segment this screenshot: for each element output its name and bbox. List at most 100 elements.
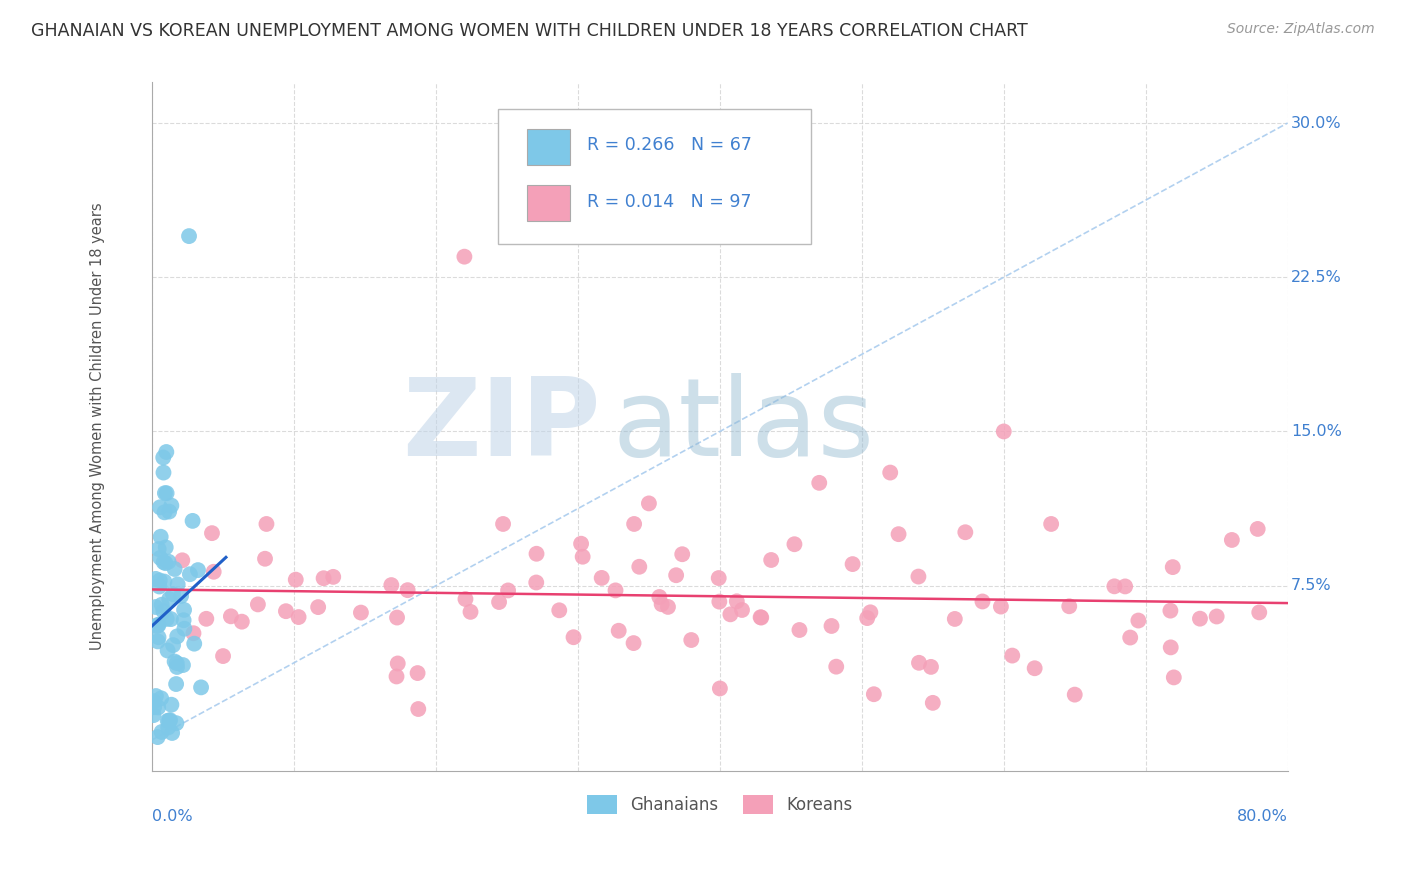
Point xyxy=(148,579,170,593)
Point xyxy=(657,599,679,614)
Text: Unemployment Among Women with Children Under 18 years: Unemployment Among Women with Children U… xyxy=(90,202,105,650)
Text: 0.0%: 0.0% xyxy=(152,808,193,823)
Point xyxy=(492,516,515,531)
Point xyxy=(160,499,183,513)
Point xyxy=(149,574,172,588)
Point xyxy=(1160,640,1182,655)
Point xyxy=(142,694,165,708)
Point xyxy=(149,530,172,544)
Point xyxy=(460,605,482,619)
FancyBboxPatch shape xyxy=(499,110,811,244)
Point xyxy=(1163,670,1185,684)
Text: GHANAIAN VS KOREAN UNEMPLOYMENT AMONG WOMEN WITH CHILDREN UNDER 18 YEARS CORRELA: GHANAIAN VS KOREAN UNEMPLOYMENT AMONG WO… xyxy=(31,22,1028,40)
Point xyxy=(623,636,645,650)
Point xyxy=(406,666,429,681)
Point xyxy=(143,700,166,714)
Point xyxy=(1220,533,1243,547)
Point xyxy=(1114,579,1136,593)
Point xyxy=(607,624,630,638)
Point xyxy=(157,555,180,569)
Point xyxy=(155,541,177,555)
Point xyxy=(256,516,278,531)
Point xyxy=(1159,604,1181,618)
Bar xyxy=(527,128,569,164)
Point xyxy=(651,597,673,611)
Point xyxy=(312,571,335,585)
Point xyxy=(638,496,661,510)
Point xyxy=(1161,560,1184,574)
Point xyxy=(231,615,253,629)
Point xyxy=(709,681,731,696)
Point xyxy=(162,587,184,601)
Point xyxy=(1205,609,1227,624)
Point xyxy=(166,656,188,670)
Point xyxy=(879,466,901,480)
Point xyxy=(145,572,167,586)
Point xyxy=(921,696,943,710)
Text: Source: ZipAtlas.com: Source: ZipAtlas.com xyxy=(1227,22,1375,37)
Point xyxy=(145,600,167,615)
Point xyxy=(152,604,174,618)
Point xyxy=(156,643,179,657)
Text: atlas: atlas xyxy=(612,373,875,479)
Text: 22.5%: 22.5% xyxy=(1291,269,1341,285)
Point xyxy=(1040,516,1063,531)
Point xyxy=(156,612,179,626)
Point xyxy=(183,637,205,651)
Legend: Ghanaians, Koreans: Ghanaians, Koreans xyxy=(581,789,859,821)
Point xyxy=(170,589,193,603)
Point xyxy=(920,660,942,674)
Point xyxy=(155,445,177,459)
Point xyxy=(157,714,180,728)
Point xyxy=(187,563,209,577)
Point xyxy=(145,619,167,633)
Point xyxy=(145,689,167,703)
Point xyxy=(887,527,910,541)
Point xyxy=(731,603,754,617)
Point xyxy=(177,229,200,244)
Point xyxy=(148,700,170,714)
Point xyxy=(1104,579,1126,593)
Point xyxy=(380,578,402,592)
Point xyxy=(165,716,187,731)
Point xyxy=(146,634,169,648)
Point xyxy=(783,537,806,551)
Point xyxy=(157,592,180,607)
Point xyxy=(148,618,170,632)
Point xyxy=(943,612,966,626)
Point xyxy=(350,606,373,620)
Point xyxy=(157,505,180,519)
Point xyxy=(307,600,329,615)
Point xyxy=(153,574,176,589)
Point xyxy=(322,570,344,584)
Point xyxy=(1188,612,1211,626)
Point xyxy=(863,687,886,701)
Point xyxy=(1063,688,1085,702)
Point xyxy=(859,605,882,619)
Point xyxy=(548,603,571,617)
Point xyxy=(152,466,174,480)
Point xyxy=(149,500,172,515)
Point xyxy=(841,557,863,571)
Point xyxy=(628,559,651,574)
Point xyxy=(163,655,186,669)
Point xyxy=(385,610,408,624)
Point xyxy=(562,630,585,644)
Point xyxy=(387,657,409,671)
Point xyxy=(195,612,218,626)
Point xyxy=(749,610,772,624)
Point xyxy=(749,610,772,624)
Point xyxy=(179,567,201,582)
Point xyxy=(166,660,188,674)
Point xyxy=(156,714,179,728)
Point xyxy=(454,592,477,607)
Point xyxy=(406,702,429,716)
Point xyxy=(385,669,408,683)
Point xyxy=(163,562,186,576)
Point xyxy=(202,565,225,579)
Point xyxy=(152,555,174,569)
Point xyxy=(155,556,177,570)
Point xyxy=(287,610,309,624)
Point xyxy=(149,550,172,565)
Point xyxy=(153,486,176,500)
